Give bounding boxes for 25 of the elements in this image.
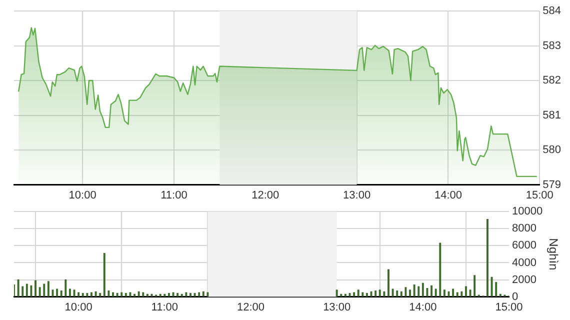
y-tick-label: 2000: [512, 274, 536, 286]
y-tick-label: 581: [542, 109, 562, 122]
x-tick-label: 10:00: [64, 301, 92, 314]
y-tick-label: 580: [542, 144, 562, 156]
y-tick-label: 6000: [512, 240, 536, 252]
y-tick-label: 579: [542, 178, 562, 191]
y-tick-label: 582: [542, 74, 562, 87]
x-tick-label: 11:00: [151, 301, 178, 314]
x-tick-label: 12:00: [252, 189, 280, 202]
y2-axis-title: Nghìn: [546, 238, 560, 270]
x-tick-label: 12:00: [236, 301, 265, 314]
y-tick-label: 584: [542, 5, 562, 18]
x-tick-label: 10:00: [68, 189, 96, 202]
x-tick-label: 13:00: [343, 189, 371, 202]
x-tick-label: 13:00: [323, 301, 351, 314]
y-tick-label: 10000: [512, 206, 543, 218]
x-tick-label: 14:00: [434, 189, 462, 202]
y-tick-label: 583: [542, 40, 562, 52]
x-tick-label: 15:00: [526, 189, 554, 202]
y-tick-label: 0: [512, 290, 518, 303]
y-tick-label: 4000: [512, 256, 536, 269]
x-tick-label: 11:00: [160, 189, 188, 202]
x-tick-label: 14:00: [409, 301, 437, 314]
x-tick-label: 15:00: [495, 301, 523, 314]
y-tick-label: 8000: [512, 222, 536, 235]
